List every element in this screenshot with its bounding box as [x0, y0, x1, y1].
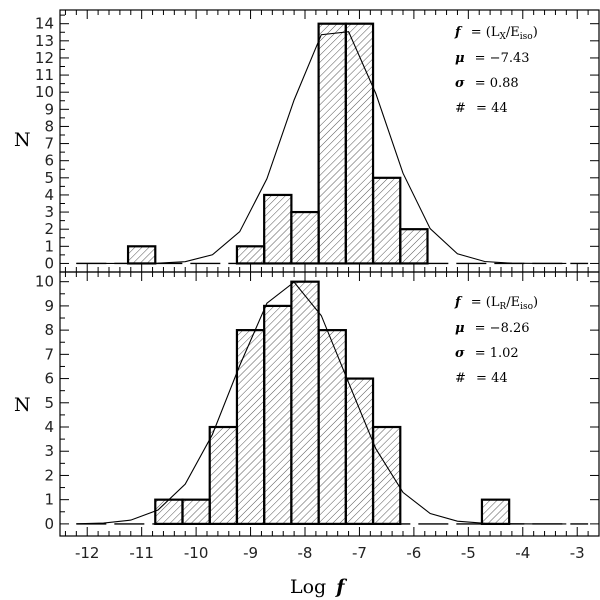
top-histogram-bar: [263, 193, 293, 265]
top-histogram-bar: [235, 245, 266, 265]
bottom-sigma-annotation: σ = 1.02: [455, 346, 519, 361]
top-y-tick-label: 2: [44, 220, 54, 238]
top-y-tick-label: 11: [35, 66, 54, 84]
top-y-tick-label: 5: [44, 169, 54, 187]
x-axis-label: Log f: [290, 576, 347, 598]
top-y-tick-label: 4: [44, 186, 54, 204]
x-tick-label: -6: [406, 544, 421, 562]
top-histogram-bar: [290, 210, 320, 265]
top-f-annotation: f = (LX/Eiso): [454, 25, 538, 42]
top-y-tick-label: 0: [44, 254, 54, 272]
top-histogram-bar: [399, 228, 429, 265]
bottom-y-tick-label: 7: [44, 345, 54, 363]
bottom-histogram-bar: [181, 498, 211, 525]
top-count-annotation: # = 44: [455, 101, 508, 116]
bottom-y-tick-label: 8: [44, 321, 54, 339]
top-y-tick-label: 14: [35, 15, 54, 33]
bottom-mu-annotation: μ = −8.26: [455, 321, 530, 336]
x-tick-label: -5: [461, 544, 476, 562]
y-axis-label-bottom: N: [14, 394, 31, 416]
top-mu-annotation: μ = −7.43: [455, 51, 530, 66]
bottom-y-tick-label: 0: [44, 515, 54, 533]
bottom-histogram-bar: [480, 498, 511, 525]
bottom-gaussian-curve: [76, 281, 567, 525]
x-tick-label: -7: [352, 544, 367, 562]
top-sigma-annotation: σ = 0.88: [455, 76, 519, 91]
bottom-y-tick-label: 1: [44, 491, 54, 509]
top-histogram-bar: [126, 245, 157, 265]
bottom-histogram-bar: [154, 498, 184, 525]
bottom-y-tick-label: 5: [44, 394, 54, 412]
x-tick-label: -3: [570, 544, 585, 562]
bottom-y-tick-label: 6: [44, 370, 54, 388]
bottom-histogram-bar: [235, 329, 266, 525]
bottom-histogram-bar: [263, 304, 293, 525]
top-y-tick-label: 8: [44, 117, 54, 135]
bottom-y-tick-label: 4: [44, 418, 54, 436]
top-y-tick-label: 10: [35, 83, 54, 101]
x-tick-label: -10: [184, 544, 209, 562]
top-histogram-bar: [371, 176, 402, 265]
top-y-tick-label: 12: [35, 49, 54, 67]
x-axis: -12 -11 -10 -9 -8 -7 -6 -5 -4 -3: [75, 544, 585, 562]
bottom-histogram-bar: [317, 329, 347, 525]
bottom-y-tick-label: 10: [35, 273, 54, 291]
bottom-y-tick-label: 2: [44, 466, 54, 484]
top-y-tick-label: 6: [44, 152, 54, 170]
top-y-tick-label: 7: [44, 135, 54, 153]
top-histogram-bar: [344, 22, 375, 265]
x-tick-label: -4: [515, 544, 530, 562]
bottom-histogram-bar: [344, 377, 375, 525]
bottom-count-annotation: # = 44: [455, 371, 508, 386]
top-histogram-bar: [317, 22, 347, 265]
x-tick-label: -11: [129, 544, 154, 562]
bottom-f-annotation: f = (LR/Eiso): [454, 295, 538, 312]
top-y-tick-label: 13: [35, 32, 54, 50]
bottom-y-tick-label: 9: [44, 297, 54, 315]
top-gaussian-curve: [76, 31, 567, 264]
top-y-tick-label: 3: [44, 203, 54, 221]
top-y-tick-label: 1: [44, 237, 54, 255]
bottom-panel-frame: [59, 271, 600, 537]
bottom-histogram-bar: [371, 425, 402, 525]
bottom-panel: 0 1 2 3 4 5 6 7 8 9 10: [35, 272, 599, 536]
x-tick-label: -8: [298, 544, 313, 562]
bottom-histogram-bar: [290, 280, 320, 525]
bottom-histogram-bar: [208, 425, 239, 525]
bottom-y-tick-label: 3: [44, 442, 54, 460]
top-y-tick-label: 9: [44, 100, 54, 118]
y-axis-label-top: N: [14, 129, 31, 151]
x-tick-label: -9: [243, 544, 258, 562]
x-tick-label: -12: [75, 544, 100, 562]
